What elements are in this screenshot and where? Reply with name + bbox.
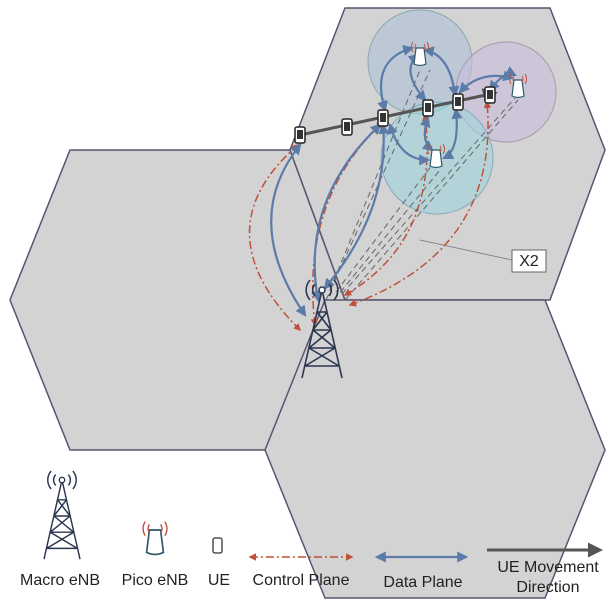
ue-path-use [341,118,353,136]
x2-label: X2 [519,253,539,270]
legend-label: Data Plane [383,574,462,591]
ue-path-use [484,86,496,104]
legend-rect [212,537,223,554]
legend-use [142,520,168,556]
cells-polygon [264,299,606,599]
legend-label: Macro eNB [20,572,100,589]
control-plane-path [248,144,302,332]
data-plane-path [422,46,460,98]
legend-label: Control Plane [253,572,350,589]
legend-label: UE [208,572,230,589]
x2-links-rect [511,249,547,273]
legend: Macro eNB Pico eNB UE Control Plane Data… [20,470,603,596]
legend-label: UE Movement [497,559,599,576]
legend-use [43,470,81,560]
ue-path-use [452,93,464,111]
ue-path-use [294,126,306,144]
data-plane-path [323,122,390,290]
ue-path-use [377,109,389,127]
ue-path [294,86,498,144]
legend-label: Pico eNB [122,572,189,589]
data-plane-path [442,107,463,159]
data-plane-path [419,115,434,152]
legend-label: Direction [516,579,579,596]
data-plane-path [377,45,415,113]
ue-path-use [422,99,434,117]
data-plane-path [387,122,431,166]
data-plane-path [270,143,307,317]
data-plane [270,45,517,317]
